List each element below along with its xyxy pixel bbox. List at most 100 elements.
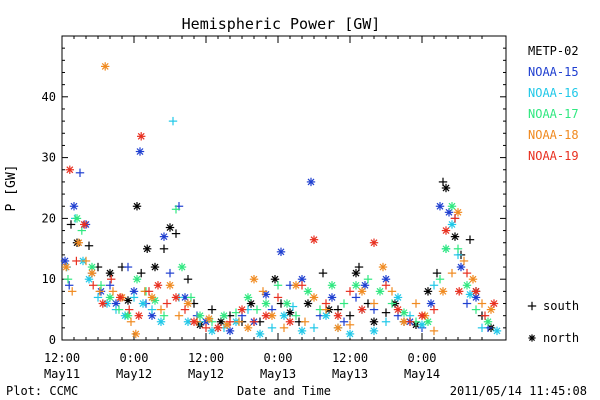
north-point [351,268,361,278]
north-point [285,317,295,326]
south-point [96,281,106,290]
north-point [357,287,367,296]
north-point [369,326,379,336]
south-point [339,317,349,326]
north-point [489,299,499,308]
north-point [276,247,286,257]
north-point [471,293,481,302]
south-point [387,299,397,308]
x-tick-label-date: May11 [44,367,80,381]
north-point [399,308,409,317]
south-point [66,220,76,229]
south-point [252,305,262,314]
north-point [159,232,169,241]
north-point [456,262,466,272]
x-tick-label-time: 0:00 [264,351,293,365]
south-point [429,326,439,336]
north-point [282,299,292,308]
south-point [168,116,178,126]
north-point [417,320,427,329]
north-point [84,275,94,284]
south-point [72,256,81,266]
south-point [450,214,460,223]
legend: METP-02 NOAA-15 NOAA-16 NOAA-17 NOAA-18 NOAA-… [528,44,579,163]
north-point [447,220,457,229]
south-point [114,305,124,314]
north-point [423,317,433,326]
north-point [309,293,319,302]
north-point [333,323,343,333]
north-point [255,329,265,339]
north-point [450,232,460,241]
data-points [60,62,502,339]
north-point [225,326,235,336]
south-point [369,299,379,308]
north-point [101,62,110,71]
y-tick-label: 30 [42,151,56,165]
series-noaa-16 [62,116,502,339]
y-tick-label: 20 [42,211,56,225]
south-point [288,302,298,311]
south-point [381,308,391,317]
south-point [273,281,283,290]
y-axis-label: P [GW] [4,165,19,212]
north-point [306,177,316,187]
north-point [150,262,160,272]
x-tick-label-date: May13 [332,367,368,381]
south-point [93,293,103,302]
south-point [186,293,196,302]
north-point [165,281,175,290]
marker-legend-north: north [528,331,579,345]
north-point [249,275,259,284]
south-point [465,235,475,244]
y-tick-label: 10 [42,272,56,286]
north-point [105,268,115,278]
south-point [162,299,172,308]
south-point [462,268,472,278]
south-point [123,262,133,272]
south-point [95,287,104,296]
marker-legend: south north [527,299,579,345]
south-point [351,293,361,302]
north-point [285,308,295,317]
north-point [116,293,125,302]
north-point [303,287,313,296]
north-point [360,281,370,290]
plot-frame [61,35,507,341]
north-point [369,238,379,247]
south-point [447,268,457,278]
legend-item-metp-02: METP-02 [528,44,579,58]
north-point [297,275,307,284]
north-point [453,208,463,217]
south-point [68,287,77,296]
north-point [393,305,403,314]
x-tick-label-time: 0:00 [120,351,149,365]
x-tick-label-time: 12:00 [188,351,224,365]
legend-item-noaa-15: NOAA-15 [528,65,579,79]
north-point [378,262,388,272]
north-point [441,183,451,193]
south-point [480,311,490,320]
north-point [375,287,385,296]
south-point [201,323,211,333]
legend-item-noaa-17: NOAA-17 [528,107,579,121]
legend-item-noaa-19: NOAA-19 [528,149,579,163]
south-point [129,293,139,302]
south-point [258,287,268,296]
north-point [135,147,145,156]
chart-title: Hemispheric Power [GW] [182,15,381,33]
north-point [62,262,71,272]
north-point [261,311,271,320]
north-point [156,317,166,326]
north-point [393,293,403,302]
marker-legend-label: south [543,299,579,313]
x-tick-label-date: May12 [116,367,152,381]
south-point [231,308,241,317]
north-point [444,208,454,217]
south-point [105,281,115,290]
legend-item-noaa-16: NOAA-16 [528,86,579,100]
south-point [339,299,349,308]
south-point [81,256,91,266]
north-point [132,275,142,284]
north-point [426,299,436,308]
